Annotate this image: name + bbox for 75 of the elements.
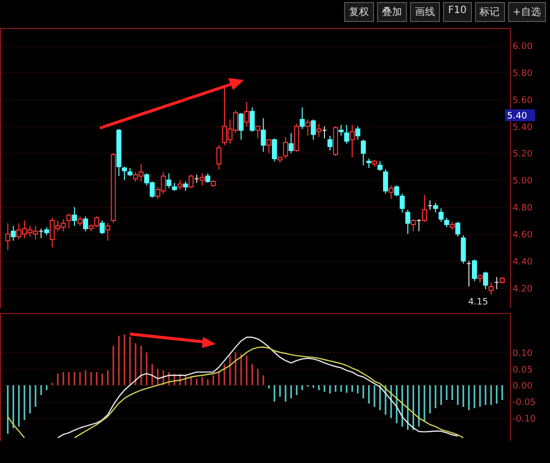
candlestick	[383, 168, 388, 194]
candlestick	[455, 221, 460, 238]
candlestick	[83, 216, 88, 232]
candlestick	[255, 126, 260, 139]
candlestick	[5, 222, 10, 251]
candlestick	[472, 259, 477, 282]
text: 标记	[474, 2, 505, 22]
y-tick-label: 5.80	[512, 68, 533, 79]
candlestick	[66, 213, 72, 230]
candlestick	[122, 166, 127, 181]
candlestick	[483, 271, 488, 290]
text: +自选	[508, 2, 546, 22]
y-tick-label: 5.00	[512, 176, 533, 187]
candlestick	[78, 216, 82, 226]
candlestick	[105, 222, 110, 242]
text: 复权	[344, 2, 374, 22]
y-tick-label: 4.20	[512, 284, 533, 294]
candlestick	[394, 185, 400, 197]
candlestick	[266, 139, 272, 154]
candlestick	[388, 185, 394, 200]
text: 叠加	[377, 2, 408, 22]
candlestick	[250, 106, 255, 132]
candlestick	[460, 234, 466, 264]
y-tick-label: 5.60	[512, 96, 533, 106]
candlestick	[438, 208, 444, 222]
y-tick-label: -0.10	[512, 414, 536, 425]
candlestick	[200, 172, 205, 186]
candlestick	[433, 202, 438, 213]
candlestick	[422, 194, 427, 222]
candlestick	[305, 119, 310, 136]
text: 画线	[410, 2, 440, 22]
candlestick	[310, 119, 316, 140]
candlestick	[72, 206, 77, 226]
candlestick	[378, 160, 382, 172]
y-tick-label: 4.60	[512, 230, 533, 240]
candlestick	[244, 102, 250, 127]
candlestick	[344, 124, 350, 144]
candlestick	[444, 217, 450, 228]
candlestick	[183, 180, 188, 192]
candlestick	[355, 126, 360, 140]
candlestick	[288, 132, 294, 154]
candlestick	[366, 158, 372, 168]
candlestick	[316, 123, 322, 138]
candlestick	[216, 144, 222, 170]
candlestick	[360, 139, 366, 166]
candlestick	[205, 172, 210, 184]
candlestick	[238, 112, 244, 140]
y-tick-label: 4.80	[512, 204, 533, 214]
y-tick-label: 6.00	[512, 42, 533, 52]
candlestick	[10, 225, 16, 242]
text: F10	[443, 2, 472, 22]
candlestick	[350, 124, 355, 158]
candlestick	[338, 124, 344, 136]
candlestick	[488, 282, 494, 296]
y-tick-label: 0.00	[512, 382, 533, 392]
candlestick	[100, 220, 105, 234]
candlestick	[188, 174, 194, 189]
candlestick	[272, 138, 277, 162]
annotation: 4.15	[468, 298, 488, 308]
y-tick-label: 5.20	[512, 150, 533, 160]
candlestick	[166, 172, 172, 189]
candlestick	[410, 218, 416, 232]
y-tick-label: 0.05	[512, 365, 533, 376]
y-tick-label: 0.10	[512, 348, 533, 359]
candlestick	[405, 209, 410, 234]
y-tick-label: -0.05	[512, 398, 536, 408]
y-tick-label: 5.40	[512, 122, 533, 133]
line-series	[57, 336, 458, 438]
candlestick	[260, 118, 266, 152]
candlestick	[178, 180, 182, 190]
candlestick	[400, 193, 405, 213]
candlestick	[328, 135, 332, 151]
candlestick	[283, 136, 288, 160]
candlestick	[300, 106, 305, 130]
y-tick-label: 4.40	[512, 257, 533, 268]
